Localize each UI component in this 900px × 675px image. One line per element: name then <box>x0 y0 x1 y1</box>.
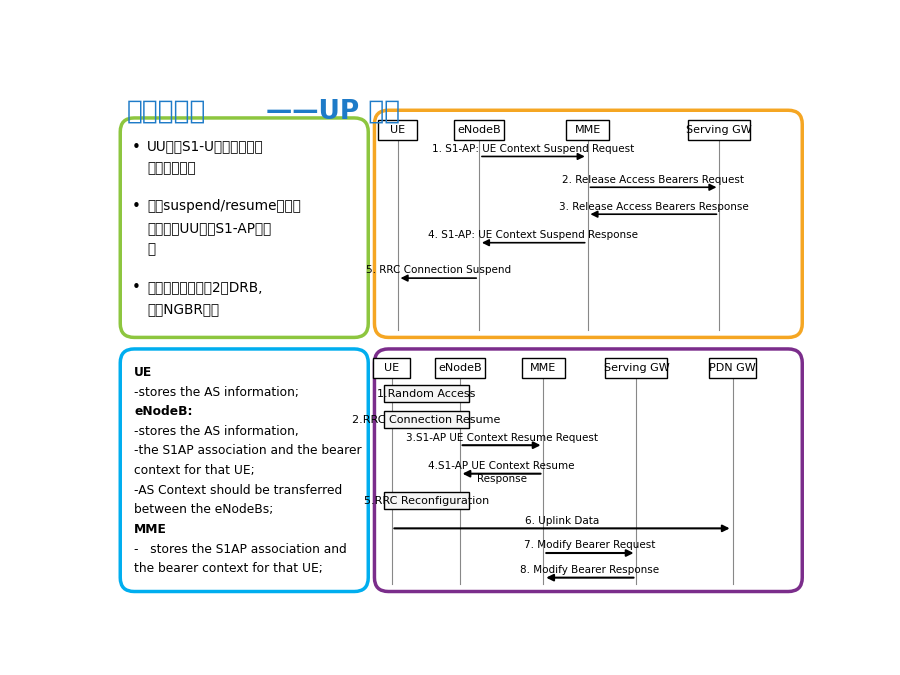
Text: 3. Release Access Bearers Response: 3. Release Access Bearers Response <box>559 202 748 211</box>
FancyBboxPatch shape <box>121 118 368 338</box>
Text: 2. Release Access Bearers Request: 2. Release Access Bearers Request <box>562 175 744 184</box>
Text: the bearer context for that UE;: the bearer context for that UE; <box>134 562 323 575</box>
Text: -   stores the S1AP association and: - stores the S1AP association and <box>134 543 347 556</box>
Text: UE: UE <box>134 366 152 379</box>
Text: -stores the AS information,: -stores the AS information, <box>134 425 299 438</box>
FancyBboxPatch shape <box>435 358 485 378</box>
Text: 5.RRC Reconfiguration: 5.RRC Reconfiguration <box>364 495 489 506</box>
Text: 3.S1-AP UE Context Resume Request: 3.S1-AP UE Context Resume Request <box>406 433 598 443</box>
Text: •: • <box>132 280 140 295</box>
Text: 6. Uplink Data: 6. Uplink Data <box>525 516 599 526</box>
Text: UU口和S1-U数据转发过程: UU口和S1-U数据转发过程 <box>148 140 264 153</box>
Text: 7. Modify Bearer Request: 7. Modify Bearer Request <box>524 540 655 550</box>
Text: ——UP 模式: ——UP 模式 <box>266 99 400 125</box>
Text: eNodeB:: eNodeB: <box>134 405 193 418</box>
Text: 1.Random Access: 1.Random Access <box>377 389 475 399</box>
FancyBboxPatch shape <box>688 119 751 140</box>
Text: 用户面优化: 用户面优化 <box>126 99 206 125</box>
Text: Serving GW: Serving GW <box>604 363 670 373</box>
Text: eNodeB: eNodeB <box>457 124 501 134</box>
FancyBboxPatch shape <box>374 110 802 338</box>
Text: MME: MME <box>134 523 167 536</box>
Text: 没有任何改变: 没有任何改变 <box>148 161 196 176</box>
Text: 2.RRC Connection Resume: 2.RRC Connection Resume <box>352 415 500 425</box>
Text: 令: 令 <box>148 243 156 256</box>
FancyBboxPatch shape <box>383 385 469 402</box>
FancyBboxPatch shape <box>709 358 756 378</box>
Text: PDN GW: PDN GW <box>709 363 756 373</box>
Text: eNodeB: eNodeB <box>438 363 482 373</box>
Text: between the eNodeBs;: between the eNodeBs; <box>134 504 274 516</box>
Text: MME: MME <box>574 124 600 134</box>
FancyBboxPatch shape <box>373 358 410 378</box>
Text: Serving GW: Serving GW <box>687 124 752 134</box>
Text: -AS Context should be transferred: -AS Context should be transferred <box>134 484 342 497</box>
FancyBboxPatch shape <box>454 119 504 140</box>
Text: context for that UE;: context for that UE; <box>134 464 255 477</box>
FancyBboxPatch shape <box>566 119 609 140</box>
FancyBboxPatch shape <box>383 492 469 509</box>
Text: 4. S1-AP: UE Context Suspend Response: 4. S1-AP: UE Context Suspend Response <box>428 230 638 240</box>
Text: •: • <box>132 199 140 214</box>
Text: Response: Response <box>477 474 526 484</box>
Text: 增加suspend/resume过程，: 增加suspend/resume过程， <box>148 199 302 213</box>
Text: •: • <box>132 140 140 155</box>
Text: 4.S1-AP UE Context Resume: 4.S1-AP UE Context Resume <box>428 462 575 471</box>
Text: -the S1AP association and the bearer: -the S1AP association and the bearer <box>134 444 362 458</box>
Text: UE: UE <box>390 124 405 134</box>
FancyBboxPatch shape <box>522 358 564 378</box>
FancyBboxPatch shape <box>121 349 368 591</box>
Text: -stores the AS information;: -stores the AS information; <box>134 385 299 398</box>
FancyBboxPatch shape <box>378 119 417 140</box>
Text: 均为NGBR承载: 均为NGBR承载 <box>148 302 220 316</box>
Text: 5. RRC Connection Suspend: 5. RRC Connection Suspend <box>365 265 511 275</box>
FancyBboxPatch shape <box>374 349 802 591</box>
Text: 8. Modify Bearer Response: 8. Modify Bearer Response <box>520 565 660 575</box>
Text: MME: MME <box>530 363 556 373</box>
Text: UE: UE <box>384 363 399 373</box>
FancyBboxPatch shape <box>606 358 668 378</box>
Text: 一个用户最多支持2个DRB,: 一个用户最多支持2个DRB, <box>148 280 263 294</box>
FancyBboxPatch shape <box>383 411 469 428</box>
Text: 减少信令UU口和S1-AP口信: 减少信令UU口和S1-AP口信 <box>148 221 272 235</box>
Text: 1. S1-AP: UE Context Suspend Request: 1. S1-AP: UE Context Suspend Request <box>432 144 634 154</box>
